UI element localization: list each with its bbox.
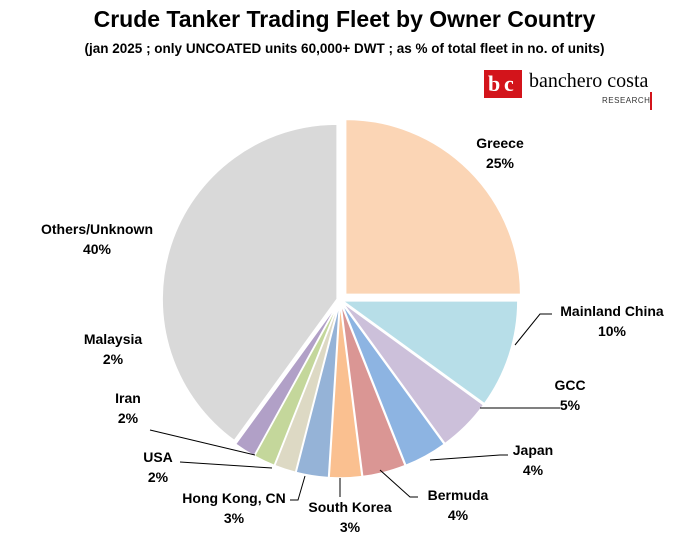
slice-value-greece: 25%	[486, 155, 515, 171]
slice-value-bermuda: 4%	[448, 507, 469, 523]
slice-label-others-unknown: Others/Unknown	[41, 221, 153, 237]
leader-line-japan	[429, 454, 508, 461]
slice-label-greece: Greece	[476, 135, 524, 151]
slice-label-gcc: GCC	[554, 377, 585, 393]
slice-label-bermuda: Bermuda	[428, 487, 489, 503]
slice-label-mainland-china: Mainland China	[560, 303, 664, 319]
logo-name: banchero costa	[529, 70, 649, 92]
pie-slice-japan	[340, 302, 446, 467]
slice-value-hong-kong-cn: 3%	[224, 510, 245, 526]
slice-value-japan: 4%	[523, 462, 544, 478]
pie-slice-gcc	[341, 301, 485, 445]
logo-accent-bar	[650, 92, 652, 110]
chart-subtitle: (jan 2025 ; only UNCOATED units 60,000+ …	[84, 41, 605, 56]
slice-value-south-korea: 3%	[340, 519, 361, 535]
slice-value-malaysia: 2%	[103, 351, 124, 367]
logo-subtitle: RESEARCH	[602, 96, 651, 105]
pie-slice-greece	[344, 118, 522, 296]
leader-line-mainland-china	[514, 313, 552, 346]
leader-line-iran	[149, 429, 256, 456]
slice-value-others-unknown: 40%	[83, 241, 112, 257]
slice-value-mainland-china: 10%	[598, 323, 627, 339]
leader-line-bermuda	[379, 469, 418, 498]
slice-value-iran: 2%	[118, 410, 139, 426]
slice-label-japan: Japan	[513, 442, 553, 458]
slice-label-hong-kong-cn: Hong Kong, CN	[182, 490, 285, 506]
slice-value-gcc: 5%	[560, 397, 581, 413]
slice-label-malaysia: Malaysia	[84, 331, 143, 347]
slice-label-iran: Iran	[115, 390, 141, 406]
leader-line-usa	[179, 461, 273, 469]
chart-title: Crude Tanker Trading Fleet by Owner Coun…	[93, 6, 596, 32]
leader-line-hong-kong-cn	[290, 475, 306, 501]
pie-slice-others-unknown	[161, 123, 338, 442]
slice-value-usa: 2%	[148, 469, 169, 485]
slice-label-south-korea: South Korea	[308, 499, 391, 515]
pie-slice-malaysia	[234, 302, 340, 457]
slice-label-usa: USA	[143, 449, 173, 465]
pie-slice-mainland-china	[340, 300, 519, 405]
